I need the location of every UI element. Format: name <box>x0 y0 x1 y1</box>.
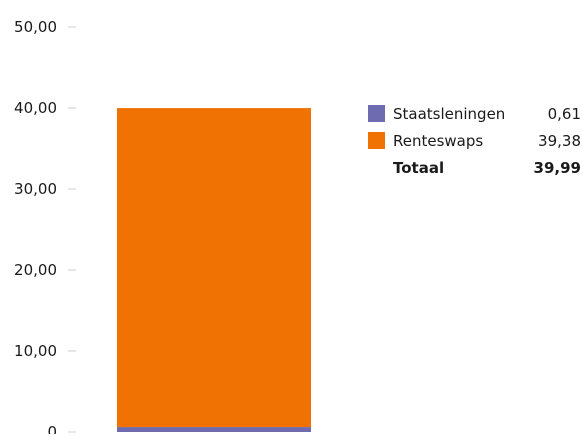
legend-item-renteswaps: Renteswaps 39,38 <box>368 127 583 154</box>
legend-swatch-renteswaps <box>368 132 385 149</box>
y-tick-label: 40,00 <box>14 99 57 117</box>
bar-segment-renteswaps <box>117 108 311 428</box>
legend-total: Totaal 39,99 <box>368 154 583 181</box>
legend-value: 0,61 <box>547 104 581 123</box>
y-tick-label: 50,00 <box>14 18 57 36</box>
y-tick-label: 0 <box>47 423 57 434</box>
legend-item-staatsleningen: Staatsleningen 0,61 <box>368 100 583 127</box>
legend-value: 39,38 <box>538 131 581 150</box>
legend-label: Staatsleningen <box>393 104 506 123</box>
bar-segment-staatsleningen <box>117 427 311 432</box>
y-tick-label: 30,00 <box>14 180 57 198</box>
legend: Staatsleningen 0,61 Renteswaps 39,38 Tot… <box>368 100 583 181</box>
legend-total-label: Totaal <box>393 158 445 177</box>
y-tick-label: 10,00 <box>14 342 57 360</box>
legend-total-value: 39,99 <box>533 158 581 177</box>
legend-label: Renteswaps <box>393 131 484 150</box>
y-tick-label: 20,00 <box>14 261 57 279</box>
legend-swatch-staatsleningen <box>368 105 385 122</box>
